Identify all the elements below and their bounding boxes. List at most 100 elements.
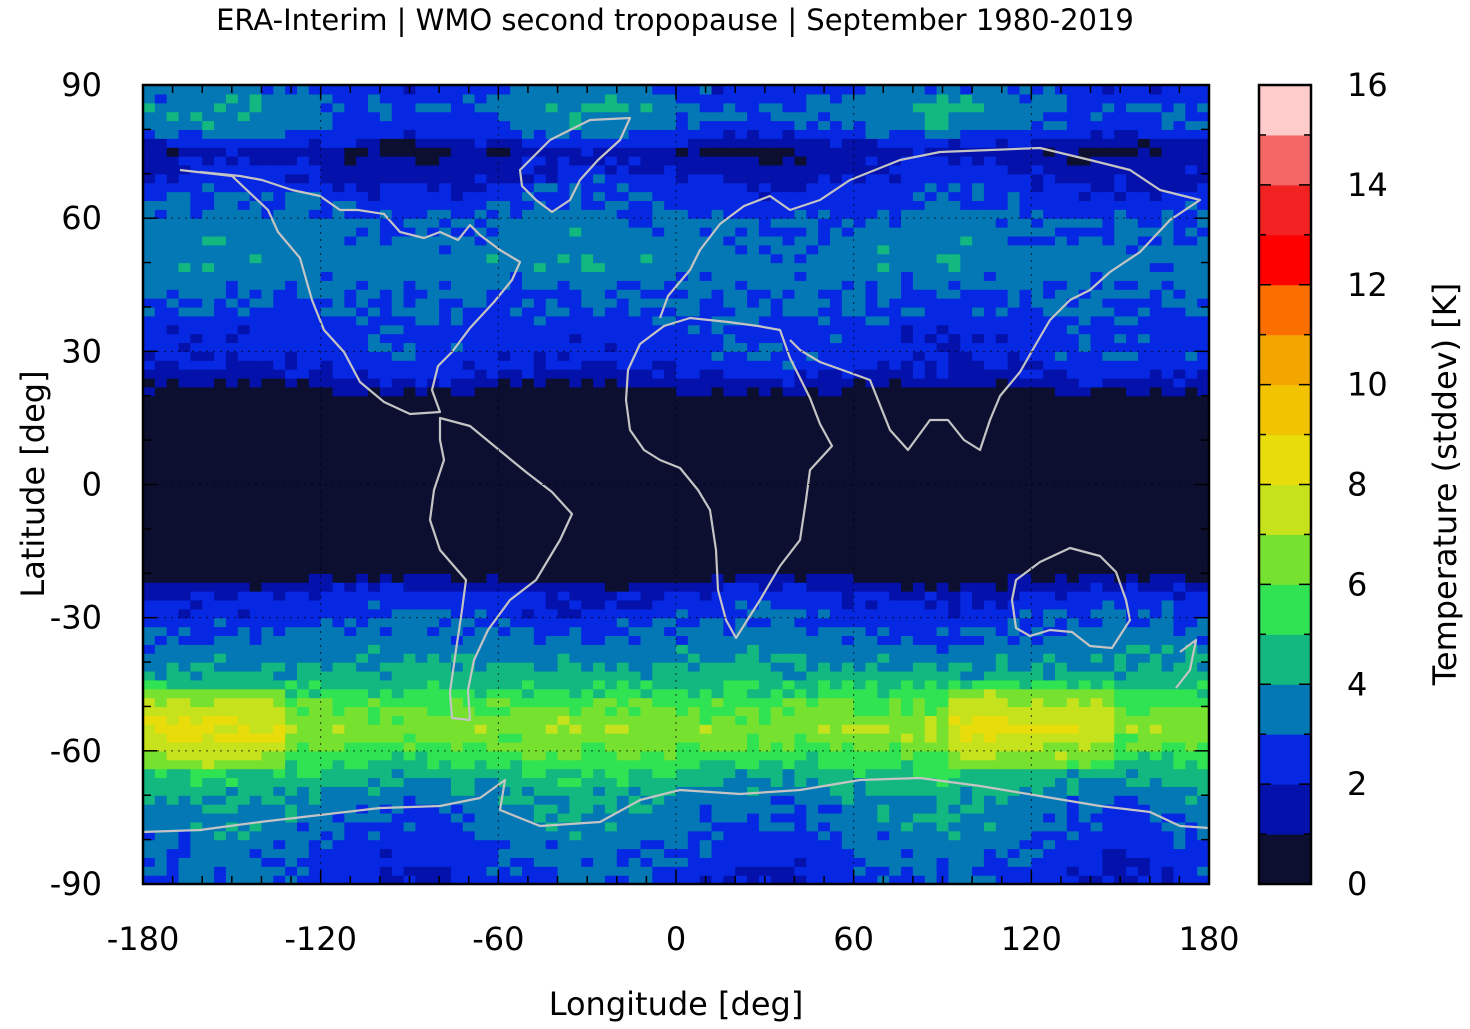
heatmap-cell bbox=[616, 386, 630, 397]
heatmap-cell bbox=[1055, 608, 1068, 619]
heatmap-cell bbox=[296, 644, 310, 654]
heatmap-cell bbox=[356, 644, 369, 654]
heatmap-cell bbox=[261, 759, 274, 770]
heatmap-cell bbox=[687, 457, 701, 468]
heatmap-cell bbox=[178, 715, 191, 725]
heatmap-cell bbox=[640, 715, 653, 725]
heatmap-cell bbox=[261, 866, 274, 876]
heatmap-cell bbox=[1161, 555, 1175, 565]
heatmap-cell bbox=[628, 795, 642, 805]
heatmap-cell bbox=[308, 555, 322, 565]
heatmap-cell bbox=[166, 440, 180, 450]
heatmap-cell bbox=[711, 484, 724, 494]
heatmap-cell bbox=[308, 724, 322, 734]
heatmap-cell bbox=[296, 626, 310, 637]
heatmap-cell bbox=[628, 724, 642, 734]
heatmap-cell bbox=[450, 768, 464, 779]
heatmap-cell bbox=[676, 591, 689, 601]
heatmap-cell bbox=[1031, 812, 1044, 823]
heatmap-cell bbox=[782, 626, 796, 637]
heatmap-cell bbox=[143, 617, 156, 628]
heatmap-cell bbox=[332, 662, 345, 672]
heatmap-cell bbox=[154, 422, 168, 432]
heatmap-cell bbox=[806, 875, 819, 884]
heatmap-cell bbox=[960, 715, 973, 725]
heatmap-cell bbox=[818, 626, 831, 637]
heatmap-cell bbox=[261, 466, 274, 477]
heatmap-cell bbox=[474, 617, 488, 628]
heatmap-cell bbox=[794, 724, 807, 734]
heatmap-cell bbox=[1126, 448, 1139, 459]
heatmap-cell bbox=[676, 653, 689, 663]
heatmap-cell bbox=[462, 484, 476, 494]
heatmap-cell bbox=[143, 866, 156, 876]
heatmap-cell bbox=[1197, 528, 1209, 539]
heatmap-cell bbox=[190, 839, 203, 850]
heatmap-cell bbox=[593, 404, 606, 415]
heatmap-cell bbox=[450, 697, 464, 708]
heatmap-cell bbox=[510, 546, 523, 557]
heatmap-cell bbox=[723, 750, 736, 761]
heatmap-cell bbox=[877, 608, 890, 619]
heatmap-cell bbox=[723, 821, 736, 832]
heatmap-cell bbox=[735, 848, 748, 858]
heatmap-cell bbox=[723, 466, 736, 477]
heatmap-cell bbox=[356, 839, 369, 850]
heatmap-cell bbox=[261, 804, 274, 814]
heatmap-cell bbox=[699, 599, 713, 610]
heatmap-cell bbox=[368, 555, 381, 565]
heatmap-cell bbox=[1031, 653, 1044, 663]
heatmap-cell bbox=[948, 795, 961, 805]
heatmap-cell bbox=[439, 404, 452, 415]
heatmap-cell bbox=[154, 386, 168, 397]
heatmap-cell bbox=[427, 715, 440, 725]
heatmap-cell bbox=[1066, 750, 1080, 761]
heatmap-cell bbox=[308, 715, 322, 725]
heatmap-cell bbox=[214, 866, 227, 876]
heatmap-cell bbox=[308, 821, 322, 832]
heatmap-cell bbox=[889, 688, 902, 699]
heatmap-cell bbox=[178, 653, 191, 663]
heatmap-cell bbox=[1114, 715, 1127, 725]
heatmap-cell bbox=[249, 635, 263, 645]
heatmap-cell bbox=[735, 679, 748, 690]
heatmap-cell bbox=[1102, 546, 1115, 557]
heatmap-cell bbox=[723, 786, 736, 796]
heatmap-cell bbox=[924, 821, 938, 832]
heatmap-cell bbox=[1161, 821, 1175, 832]
heatmap-cell bbox=[1102, 404, 1115, 415]
heatmap-cell bbox=[474, 546, 488, 557]
heatmap-cell bbox=[948, 866, 961, 876]
heatmap-cell bbox=[1078, 422, 1092, 432]
heatmap-cell bbox=[593, 599, 606, 610]
heatmap-cell bbox=[154, 395, 168, 406]
heatmap-cell bbox=[972, 591, 985, 601]
heatmap-cell bbox=[841, 866, 855, 876]
heatmap-cell bbox=[498, 608, 511, 619]
heatmap-cell bbox=[486, 866, 499, 876]
heatmap-cell bbox=[403, 786, 417, 796]
heatmap-cell bbox=[758, 777, 772, 787]
heatmap-cell bbox=[1066, 431, 1080, 441]
heatmap-cell bbox=[841, 875, 855, 884]
heatmap-cell bbox=[1185, 759, 1198, 770]
heatmap-cell bbox=[1102, 875, 1115, 884]
heatmap-cell bbox=[652, 706, 665, 716]
heatmap-cell bbox=[972, 528, 985, 539]
heatmap-cell bbox=[415, 786, 428, 796]
heatmap-cell bbox=[1019, 599, 1032, 610]
heatmap-cell bbox=[747, 431, 760, 441]
heatmap-cell bbox=[1173, 502, 1186, 512]
heatmap-cell bbox=[344, 795, 357, 805]
heatmap-cell bbox=[1031, 395, 1044, 406]
heatmap-cell bbox=[462, 520, 476, 530]
heatmap-cell bbox=[474, 875, 488, 884]
heatmap-cell bbox=[924, 875, 938, 884]
heatmap-cell bbox=[273, 599, 286, 610]
heatmap-cell bbox=[711, 448, 724, 459]
heatmap-cell bbox=[1031, 688, 1044, 699]
heatmap-cell bbox=[652, 724, 665, 734]
heatmap-cell bbox=[1197, 448, 1209, 459]
heatmap-cell bbox=[178, 386, 191, 397]
heatmap-cell bbox=[154, 741, 168, 752]
